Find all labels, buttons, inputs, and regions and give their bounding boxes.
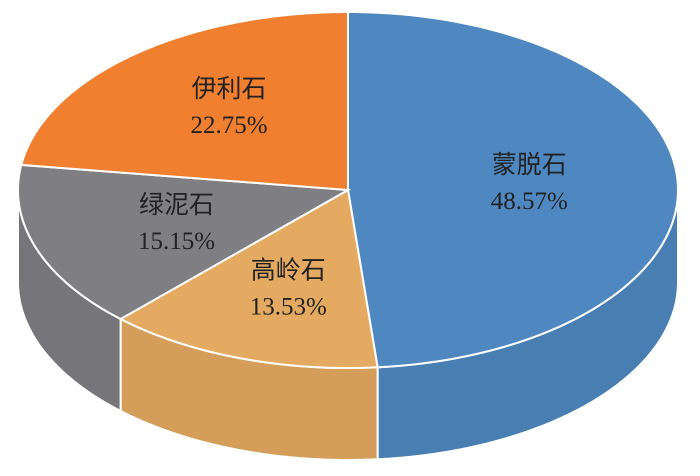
slice-label: 绿泥石: [139, 191, 214, 219]
slice-value-label: 48.57%: [491, 188, 568, 215]
slice: [347, 10, 679, 369]
slice-label: 伊利石: [192, 75, 267, 103]
slice-label: 高岭石: [251, 257, 326, 285]
slice-label: 蒙脱石: [492, 151, 567, 179]
slice: [118, 188, 379, 370]
slice-value-label: 15.15%: [138, 228, 215, 255]
slice-value-label: 13.53%: [250, 294, 327, 321]
slice-value-label: 22.75%: [191, 112, 268, 139]
slice: [20, 10, 349, 192]
slice: [17, 163, 352, 321]
